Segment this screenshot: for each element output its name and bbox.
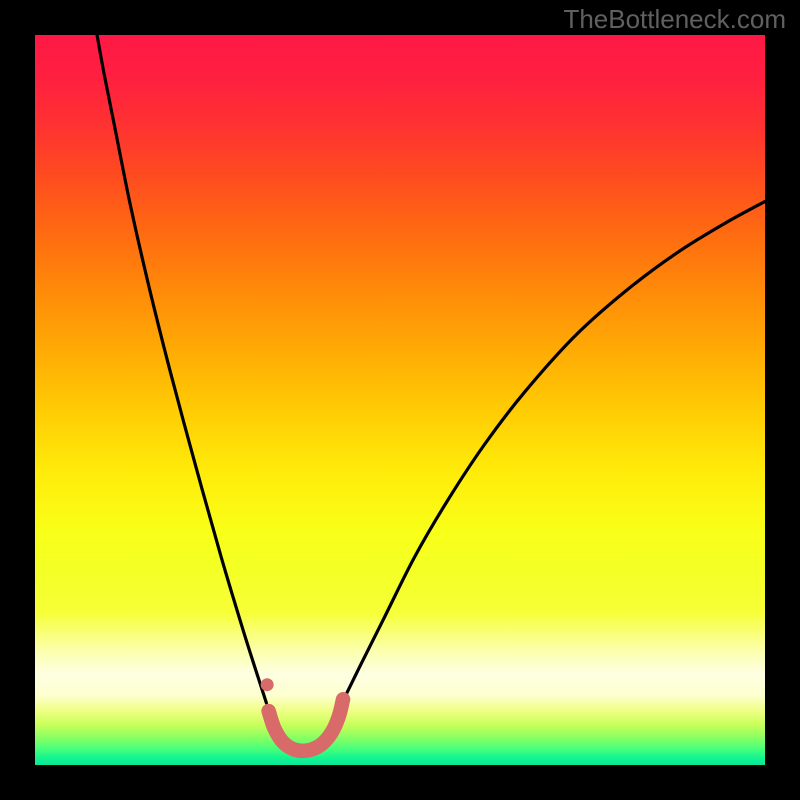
bottom-marker-dot [261, 678, 274, 691]
watermark-text: TheBottleneck.com [563, 4, 786, 35]
chart-background [35, 35, 765, 765]
bottleneck-chart [35, 35, 765, 765]
chart-svg [35, 35, 765, 765]
